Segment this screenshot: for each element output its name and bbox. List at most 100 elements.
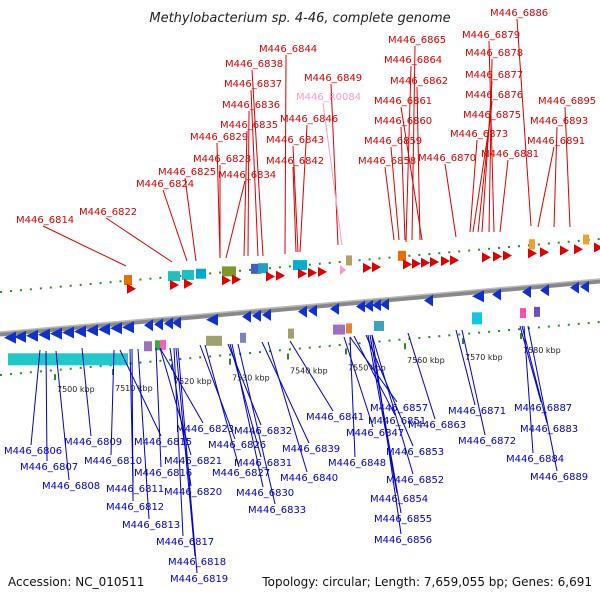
forward-gene-arrow (441, 256, 450, 267)
reverse-label-leader (199, 344, 236, 440)
forward-gene-block (293, 260, 307, 271)
forward-gene-arrow (363, 262, 372, 273)
reverse-gene-block (206, 335, 222, 346)
reverse-gene-arrow (26, 329, 38, 342)
forward-label-leader (292, 145, 299, 253)
reverse-gene-label: M446_6830 (236, 488, 294, 499)
forward-label-leader (488, 40, 495, 233)
reverse-gene-block (520, 308, 526, 319)
reverse-gene-label: M446_6823 (176, 424, 234, 435)
reverse-gene-label: M446_6812 (106, 502, 164, 513)
reverse-label-leader (30, 349, 41, 446)
map-title: Methylobacterium sp. 4-46, complete geno… (149, 11, 450, 26)
forward-gene-label: M446_6825 (158, 167, 216, 178)
forward-label-leader (469, 139, 478, 233)
reverse-gene-label: M446_6840 (280, 473, 338, 484)
reverse-label-leader (261, 341, 310, 444)
forward-gene-arrow (276, 270, 285, 281)
forward-label-leader (411, 45, 416, 241)
reverse-gene-label: M446_6826 (208, 440, 266, 451)
reverse-gene-label: M446_6847 (346, 428, 404, 439)
reverse-gene-block (144, 341, 152, 352)
genome-backbone-highlight (0, 278, 600, 333)
forward-label-leader (299, 124, 308, 253)
reverse-gene-arrow (298, 305, 307, 318)
reverse-label-leader (523, 325, 534, 454)
reverse-gene-arrow (472, 290, 484, 303)
forward-gene-label: M446_6846 (280, 114, 338, 125)
reverse-gene-label: M446_6809 (64, 437, 122, 448)
reverse-gene-arrow (372, 299, 381, 312)
forward-label-leader (105, 217, 173, 263)
forward-label-leader (472, 120, 491, 233)
reverse-label-leader (349, 336, 356, 458)
kbp-tick-label: 7560 kbp (407, 356, 445, 365)
reverse-gene-block (8, 353, 128, 366)
reverse-label-leader (110, 349, 115, 456)
forward-gene-label: M446_6873 (450, 129, 508, 140)
forward-gene-label: M446_6893 (530, 116, 588, 127)
kbp-tick-label: 7570 kbp (465, 353, 503, 362)
forward-gene-arrow (482, 252, 491, 263)
forward-gene-label: M446_6836 (222, 100, 280, 111)
forward-label-leader (553, 126, 558, 228)
forward-gene-label: M446_6886 (490, 8, 548, 19)
reverse-label-leader (137, 348, 150, 520)
forward-genes (124, 234, 600, 294)
forward-gene-arrow (574, 244, 583, 255)
forward-gene-arrow (222, 275, 231, 286)
forward-label-leader (416, 86, 421, 241)
forward-label-leader (42, 225, 127, 267)
forward-label-leader (243, 130, 248, 257)
reverse-gene-block (374, 320, 384, 331)
forward-gene-label: M446_6838 (225, 59, 283, 70)
forward-gene-arrow (266, 271, 275, 282)
reverse-gene-label: M446_6833 (248, 505, 306, 516)
reverse-gene-label: M446_6871 (448, 406, 506, 417)
reverse-label-leader (231, 343, 264, 488)
forward-gene-block (258, 263, 268, 274)
reverse-label-leader (177, 347, 198, 574)
reverse-label-leader (55, 350, 70, 481)
forward-gene-label: M446_6878 (465, 48, 523, 59)
forward-label-leader (284, 54, 287, 255)
reverse-label-leader (369, 334, 402, 514)
reverse-label-leader (367, 334, 398, 494)
forward-label-leader (330, 83, 339, 246)
reverse-gene-label: M446_6887 (514, 403, 572, 414)
forward-label-leader (400, 106, 423, 241)
reverse-gene-label: M446_6815 (134, 437, 192, 448)
forward-gene-label: M446_6895 (538, 96, 596, 107)
reverse-gene-arrow (144, 319, 153, 332)
forward-gene-label: M446_6864 (384, 55, 442, 66)
forward-gene-arrow (412, 258, 421, 269)
reverse-gene-arrow (154, 318, 163, 331)
reverse-gene-arrow (98, 323, 110, 336)
reverse-gene-arrow (262, 308, 271, 321)
forward-label-leader (390, 146, 400, 241)
forward-gene-block (583, 234, 589, 245)
forward-label-leader (444, 163, 457, 238)
forward-gene-label: M446_6877 (465, 70, 523, 81)
reverse-label-leaders (30, 325, 558, 574)
forward-gene-block (398, 250, 406, 261)
reverse-label-leader (267, 341, 308, 473)
forward-gene-arrow (594, 242, 600, 253)
reverse-gene-arrow (122, 321, 134, 334)
forward-gene-label: M446_6844 (259, 44, 317, 55)
reverse-gene-label: M446_6889 (530, 472, 588, 483)
reverse-gene-label: M446_6831 (234, 458, 292, 469)
forward-gene-label: M446_6842 (266, 156, 324, 167)
forward-label-leader (251, 69, 264, 257)
forward-gene-labels: M446_6886 M446_6865 M446_6879 M446_6844 M446… (16, 8, 596, 226)
reverse-label-leader (229, 343, 262, 458)
forward-label-leader (184, 177, 197, 262)
reverse-label-leader (371, 334, 402, 535)
reverse-gene-arrow (74, 325, 86, 338)
reverse-label-leader (175, 347, 196, 557)
forward-gene-label: M446_6860 (374, 116, 432, 127)
reverse-label-leader (289, 340, 334, 412)
reverse-label-leader (45, 350, 48, 462)
reverse-gene-label: M446_6856 (374, 535, 432, 546)
reverse-gene-label: M446_6863 (408, 420, 466, 431)
